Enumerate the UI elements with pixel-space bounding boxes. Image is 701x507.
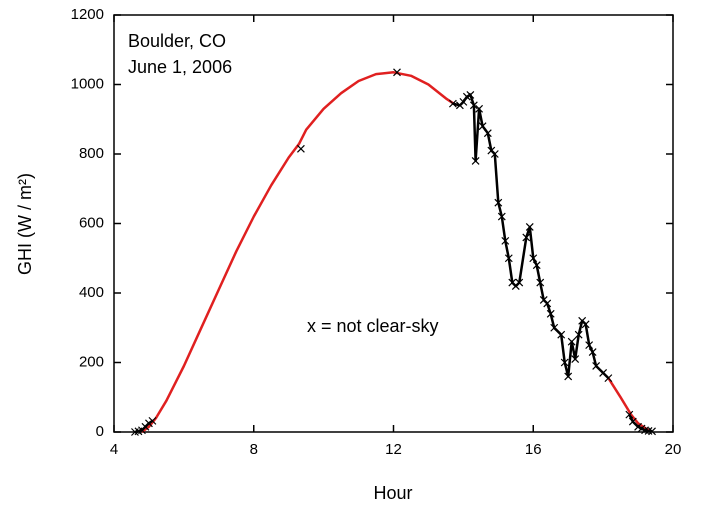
annotation: Boulder, CO (128, 31, 226, 51)
series-line (134, 93, 653, 434)
series-line (141, 71, 650, 434)
x-axis-label: Hour (373, 483, 412, 503)
x-tick-label: 20 (665, 441, 682, 458)
marker (475, 104, 484, 113)
y-tick-label: 600 (79, 214, 104, 231)
marker (393, 68, 401, 77)
x-tick-label: 4 (110, 441, 118, 458)
marker (543, 299, 552, 308)
marker (625, 410, 634, 419)
y-axis-label: GHI (W / m²) (15, 173, 35, 275)
marker (148, 416, 157, 425)
marker (483, 129, 492, 138)
x-tick-label: 16 (525, 441, 542, 458)
y-tick-label: 1000 (71, 75, 104, 92)
marker (532, 261, 541, 270)
marker (588, 348, 597, 356)
marker (536, 278, 545, 287)
marker (459, 97, 468, 106)
marker (546, 309, 555, 318)
marker (145, 419, 153, 428)
plot-frame (113, 14, 674, 433)
marker (560, 358, 569, 367)
marker (494, 198, 503, 207)
marker (592, 362, 601, 370)
y-tick-label: 400 (79, 284, 104, 301)
marker (469, 101, 478, 110)
y-tick-label: 800 (79, 145, 104, 162)
annotation: June 1, 2006 (128, 57, 232, 77)
marker (497, 212, 506, 221)
marker (550, 323, 559, 332)
marker (448, 99, 457, 108)
marker (478, 122, 487, 131)
marker (574, 330, 583, 339)
marker (567, 337, 576, 346)
marker (501, 236, 510, 245)
annotation: x = not clear-sky (307, 316, 439, 336)
marker (604, 374, 613, 383)
y-tick-label: 0 (96, 423, 104, 440)
marker (466, 91, 475, 99)
marker (557, 330, 566, 339)
marker (571, 355, 580, 363)
marker (296, 144, 305, 153)
marker (490, 150, 499, 158)
marker (525, 223, 534, 231)
marker (529, 254, 538, 263)
marker (504, 254, 513, 263)
marker (648, 427, 656, 436)
marker (564, 372, 573, 381)
marker (585, 341, 594, 350)
marker (515, 278, 524, 287)
marker (581, 320, 590, 329)
marker (471, 157, 480, 165)
y-tick-label: 200 (79, 353, 104, 370)
x-tick-label: 12 (385, 441, 402, 458)
y-tick-label: 1200 (71, 6, 104, 23)
x-tick-label: 8 (250, 441, 258, 458)
marker (522, 233, 531, 242)
